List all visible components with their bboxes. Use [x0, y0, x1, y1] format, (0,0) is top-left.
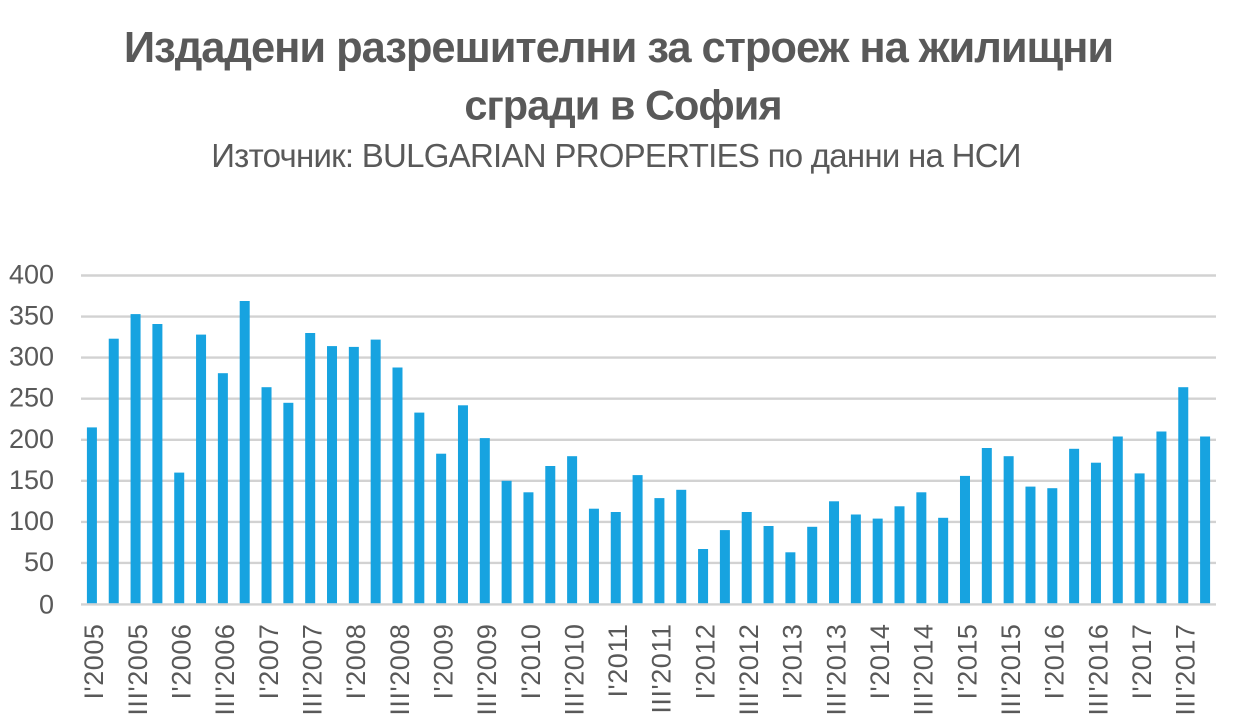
svg-text:III'2005: III'2005 — [123, 624, 153, 716]
svg-text:III'2006: III'2006 — [210, 624, 240, 716]
svg-text:300: 300 — [9, 342, 54, 372]
svg-text:I'2011: I'2011 — [603, 624, 633, 698]
svg-text:III'2013: III'2013 — [821, 624, 851, 716]
svg-text:Издадени разрешителни за строе: Издадени разрешителни за строеж на жилищ… — [124, 24, 1113, 72]
svg-text:I'2017: I'2017 — [1127, 624, 1157, 700]
svg-text:I'2008: I'2008 — [341, 624, 371, 700]
svg-text:сгради в София: сгради в София — [464, 81, 781, 128]
svg-text:I'2014: I'2014 — [865, 624, 895, 700]
svg-text:I'2015: I'2015 — [952, 624, 982, 700]
svg-text:50: 50 — [24, 547, 54, 577]
svg-text:350: 350 — [9, 301, 54, 331]
svg-text:III'2010: III'2010 — [559, 624, 589, 716]
svg-text:I'2006: I'2006 — [167, 624, 197, 700]
svg-text:I'2007: I'2007 — [254, 624, 284, 700]
svg-text:200: 200 — [9, 424, 54, 454]
svg-text:III'2011: III'2011 — [647, 624, 677, 714]
svg-text:III'2008: III'2008 — [385, 624, 415, 716]
svg-text:III'2007: III'2007 — [298, 624, 328, 716]
svg-text:I'2009: I'2009 — [428, 624, 458, 700]
svg-text:III'2015: III'2015 — [996, 624, 1026, 716]
svg-text:400: 400 — [9, 260, 54, 290]
svg-text:Източник: BULGARIAN PROPERTIES: Източник: BULGARIAN PROPERTIES по данни … — [211, 137, 1021, 174]
svg-text:III'2009: III'2009 — [472, 624, 502, 716]
svg-text:III'2017: III'2017 — [1171, 624, 1201, 716]
svg-text:100: 100 — [9, 506, 54, 536]
svg-text:I'2013: I'2013 — [778, 624, 808, 700]
svg-text:III'2016: III'2016 — [1083, 624, 1113, 716]
svg-text:I'2010: I'2010 — [516, 624, 546, 700]
svg-text:250: 250 — [9, 383, 54, 413]
svg-text:0: 0 — [39, 590, 54, 620]
svg-text:I'2016: I'2016 — [1040, 624, 1070, 700]
svg-text:I'2012: I'2012 — [690, 624, 720, 700]
svg-text:I'2005: I'2005 — [79, 624, 109, 700]
svg-text:III'2012: III'2012 — [734, 624, 764, 716]
svg-text:III'2014: III'2014 — [909, 624, 939, 716]
svg-text:150: 150 — [9, 465, 54, 495]
